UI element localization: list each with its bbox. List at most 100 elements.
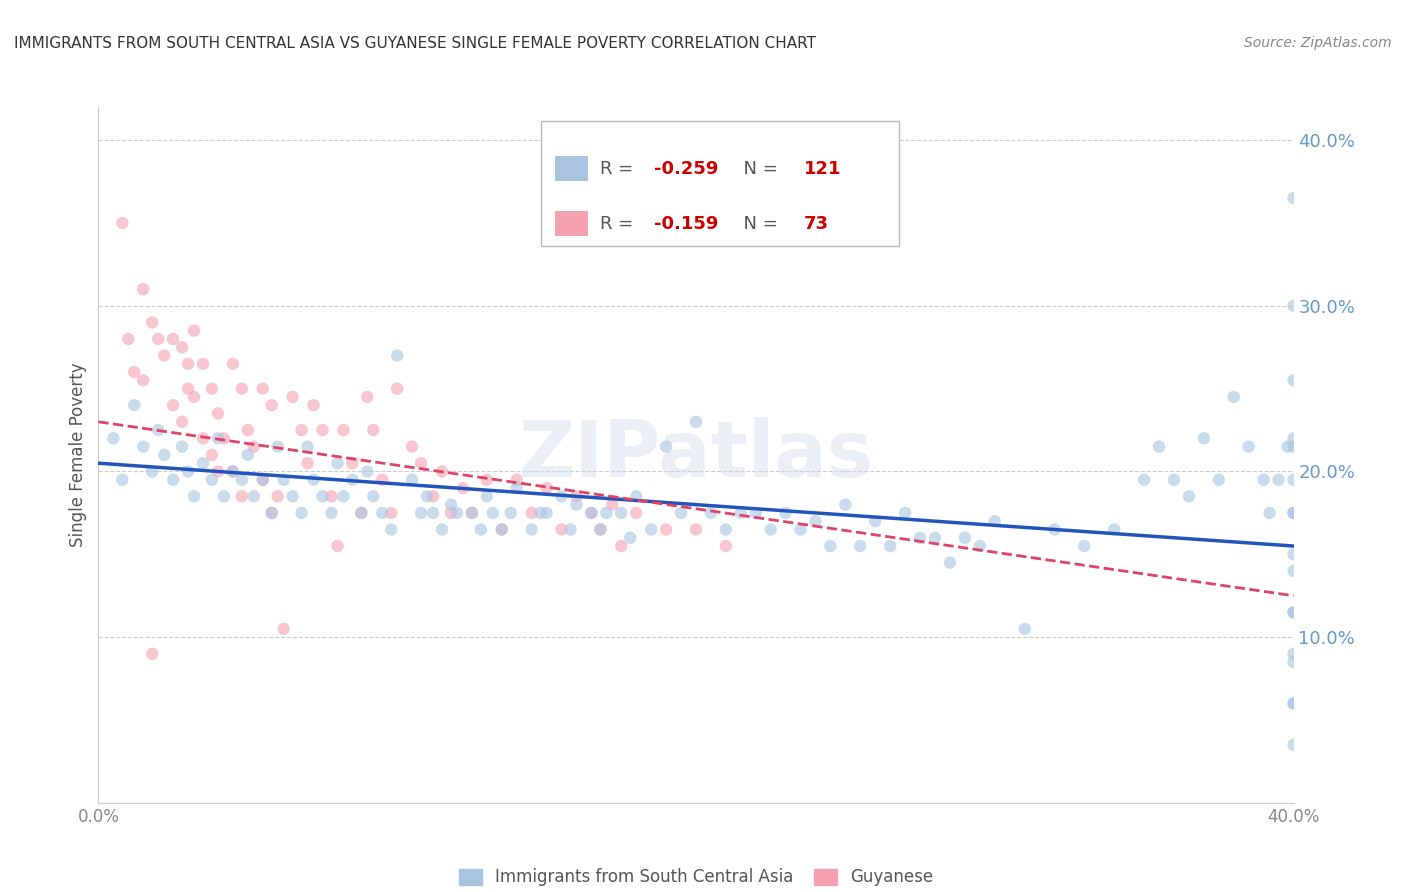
Point	[153, 448, 176, 462]
Text: -0.259: -0.259	[654, 160, 718, 178]
Point	[243, 489, 266, 503]
Point	[297, 456, 319, 470]
Point	[520, 506, 543, 520]
Point	[610, 539, 633, 553]
Point	[730, 506, 752, 520]
Point	[475, 489, 498, 503]
Point	[461, 506, 484, 520]
Point	[1282, 605, 1305, 619]
Point	[111, 216, 134, 230]
Point	[475, 473, 498, 487]
Point	[201, 473, 224, 487]
Point	[745, 506, 768, 520]
Point	[430, 465, 453, 479]
Point	[291, 423, 314, 437]
Point	[550, 489, 572, 503]
Point	[565, 498, 588, 512]
Point	[1282, 373, 1305, 387]
Point	[321, 489, 343, 503]
Point	[1282, 697, 1305, 711]
Point	[491, 523, 513, 537]
Point	[350, 506, 373, 520]
Point	[610, 506, 633, 520]
Point	[1133, 473, 1156, 487]
Point	[273, 622, 295, 636]
Point	[1282, 440, 1305, 454]
Point	[380, 523, 402, 537]
Point	[342, 456, 364, 470]
FancyBboxPatch shape	[541, 121, 900, 246]
Point	[371, 473, 394, 487]
Point	[482, 506, 505, 520]
Point	[356, 465, 378, 479]
Point	[153, 349, 176, 363]
Point	[207, 431, 229, 445]
Point	[640, 523, 662, 537]
Text: 121: 121	[804, 160, 841, 178]
Point	[1282, 431, 1305, 445]
Point	[470, 523, 492, 537]
Point	[177, 382, 200, 396]
Bar	[555, 211, 589, 235]
Point	[1253, 473, 1275, 487]
Point	[183, 390, 205, 404]
Point	[1282, 506, 1305, 520]
Point	[291, 506, 314, 520]
Point	[775, 506, 797, 520]
Point	[363, 489, 385, 503]
Point	[1178, 489, 1201, 503]
Text: ZIPatlas: ZIPatlas	[519, 417, 873, 493]
Point	[141, 465, 163, 479]
Point	[222, 465, 245, 479]
Point	[908, 531, 931, 545]
Point	[430, 523, 453, 537]
Point	[117, 332, 139, 346]
Point	[148, 423, 170, 437]
Text: Source: ZipAtlas.com: Source: ZipAtlas.com	[1244, 36, 1392, 50]
Point	[356, 390, 378, 404]
Point	[124, 398, 146, 412]
Point	[849, 539, 872, 553]
Point	[371, 506, 394, 520]
Point	[260, 506, 283, 520]
Point	[401, 440, 423, 454]
Point	[984, 514, 1007, 528]
Point	[939, 556, 962, 570]
Point	[162, 398, 184, 412]
Point	[602, 498, 624, 512]
Point	[177, 465, 200, 479]
Point	[1282, 299, 1305, 313]
Point	[626, 506, 648, 520]
Text: R =: R =	[600, 160, 640, 178]
Point	[201, 448, 224, 462]
Point	[879, 539, 901, 553]
Point	[183, 489, 205, 503]
Point	[177, 357, 200, 371]
Point	[231, 382, 253, 396]
Point	[581, 506, 603, 520]
Point	[1014, 622, 1036, 636]
Point	[124, 365, 146, 379]
Point	[148, 332, 170, 346]
Point	[267, 440, 290, 454]
Legend: Immigrants from South Central Asia, Guyanese: Immigrants from South Central Asia, Guya…	[450, 860, 942, 892]
Point	[714, 539, 737, 553]
Point	[191, 431, 214, 445]
Point	[422, 506, 444, 520]
Point	[207, 465, 229, 479]
Point	[191, 357, 214, 371]
Point	[103, 431, 125, 445]
Point	[380, 506, 402, 520]
Point	[560, 523, 582, 537]
Point	[565, 489, 588, 503]
Point	[1258, 506, 1281, 520]
Point	[411, 506, 433, 520]
Point	[506, 473, 529, 487]
Point	[183, 324, 205, 338]
Point	[619, 531, 641, 545]
Point	[1282, 605, 1305, 619]
Point	[281, 489, 304, 503]
Point	[595, 506, 617, 520]
Text: 73: 73	[804, 215, 828, 233]
Point	[260, 398, 283, 412]
